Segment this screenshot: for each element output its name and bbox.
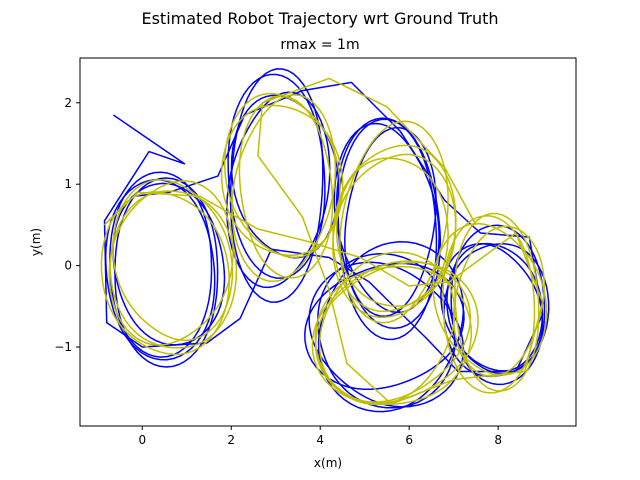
series-1-loop-3-3 (314, 261, 479, 404)
series-0-loop-4-2 (446, 242, 544, 372)
chart-subtitle: rmax = 1m (280, 37, 359, 53)
series-1-loop-4-3 (432, 222, 548, 376)
plot-frame (79, 57, 577, 427)
series-1 (100, 77, 548, 406)
series-1-loop-2-3 (332, 144, 457, 313)
x-tick-label: 4 (316, 433, 324, 447)
series-1-loop-4-1 (454, 212, 540, 392)
series-1-loop-1-0 (220, 104, 344, 256)
x-axis-label: x(m) (314, 456, 342, 470)
series-0-loop-1-2 (227, 73, 326, 279)
series-0-loop-2-2 (337, 118, 438, 341)
series-1-loop-1-2 (238, 95, 334, 279)
series-0-loop-3-2 (304, 262, 465, 391)
y-tick-label: 2 (64, 96, 72, 110)
series-0-loop-3-3 (317, 241, 465, 413)
x-axis: 0 2 4 6 8 (138, 426, 502, 447)
x-tick-label: 8 (494, 433, 502, 447)
series-1-loop-3-1 (314, 265, 473, 406)
chart-title: Estimated Robot Trajectory wrt Ground Tr… (141, 9, 498, 28)
series-0-loop-3-1 (308, 261, 465, 408)
series-1-loop-2-2 (335, 157, 449, 307)
series-1-loop-0-2 (100, 191, 230, 356)
series-1-loop-3-0 (318, 251, 456, 406)
series-1-loop-2-0 (339, 120, 449, 324)
y-tick-label: −1 (54, 340, 72, 354)
series-1-loop-0-1 (108, 180, 234, 346)
y-axis-label: y(m) (29, 228, 43, 256)
x-tick-label: 2 (227, 433, 235, 447)
y-tick-label: 0 (64, 259, 72, 273)
x-tick-label: 0 (138, 433, 146, 447)
y-tick-label: 1 (64, 177, 72, 191)
x-tick-label: 6 (405, 433, 413, 447)
series-layer (100, 68, 550, 413)
y-axis: −1 0 1 2 (54, 96, 80, 354)
series-1-path (103, 77, 544, 405)
series-1-loop-1-3 (231, 94, 337, 283)
